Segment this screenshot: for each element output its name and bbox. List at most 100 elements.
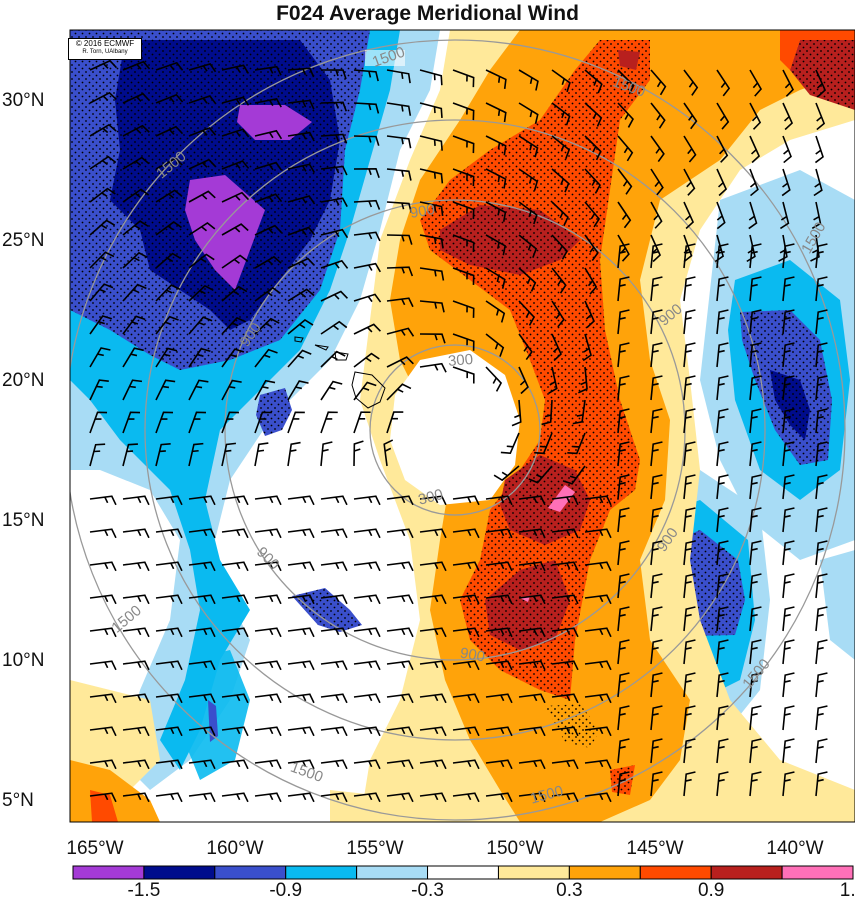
wind-barb (353, 381, 377, 401)
credit-line-2: R. Torn, UAlbany (82, 49, 128, 55)
wind-barb (650, 507, 663, 533)
wind-barb (419, 561, 447, 572)
wind-barb (122, 347, 144, 368)
wind-barb (485, 102, 507, 123)
wind-barb (572, 399, 586, 425)
wind-barb (650, 540, 663, 566)
wind-barb (617, 243, 630, 269)
wind-barb (541, 399, 553, 426)
wind-barb (485, 693, 513, 704)
wind-barb (749, 507, 762, 533)
wind-barb (353, 528, 381, 539)
contour-label-900-top: 900 (409, 201, 437, 222)
wind-barb (749, 135, 761, 164)
wind-barb (617, 276, 630, 302)
wind-barb (584, 726, 612, 737)
wind-barb (353, 231, 381, 242)
wind-barb (419, 201, 444, 217)
wind-barb (188, 411, 206, 434)
wind-barb (749, 639, 762, 665)
wind-barb (254, 348, 278, 368)
wind-barb (89, 693, 117, 704)
wind-barb (716, 276, 729, 302)
wind-barb (353, 102, 380, 114)
wind-barb (650, 573, 663, 599)
wind-barb (155, 726, 183, 737)
wind-barb (749, 573, 762, 599)
wind-barb (782, 639, 795, 665)
wind-barb (221, 726, 249, 737)
wind-barb (650, 375, 663, 401)
wind-barb (518, 561, 546, 572)
wind-barb (452, 333, 475, 351)
wind-barb (683, 738, 696, 764)
wind-barb (716, 639, 729, 665)
wind-barb (89, 792, 117, 803)
wind-barb (452, 561, 480, 572)
wind-barb (749, 309, 762, 335)
lon-label-155w: 155°W (346, 838, 404, 859)
wind-barb (452, 693, 480, 704)
credit-box: © 2016 ECMWF R. Torn, UAlbany (68, 38, 142, 60)
wind-barb (518, 333, 533, 361)
wind-barb (155, 347, 178, 368)
wind-barb (814, 135, 824, 164)
wind-barb (683, 168, 696, 196)
wind-barb (485, 759, 513, 770)
wind-barb (650, 705, 663, 731)
wind-barb (221, 693, 249, 704)
lon-label-165w: 165°W (66, 838, 124, 859)
wind-barb (779, 201, 790, 230)
wind-barb (386, 528, 414, 539)
wind-barb (749, 441, 762, 467)
wind-barb (452, 660, 480, 671)
wind-barb (287, 792, 315, 803)
wind-barb (782, 408, 795, 434)
wind-barb (188, 126, 217, 137)
wind-barb (617, 573, 630, 599)
wind-barb (782, 309, 795, 335)
wind-barb (815, 441, 828, 467)
wind-barb (716, 771, 729, 797)
wind-barb (320, 197, 348, 207)
wind-barb (716, 672, 729, 698)
wind-barb (683, 540, 696, 566)
wind-barb (452, 792, 480, 803)
wind-barb (485, 561, 513, 572)
wind-barb (782, 606, 795, 632)
wind-barb (155, 379, 176, 401)
wind-barb (617, 705, 630, 731)
wind-barb (782, 474, 795, 500)
wind-barb (419, 300, 445, 313)
wind-barb (582, 333, 592, 362)
hawaii-coastlines (294, 336, 386, 409)
wind-barb (716, 606, 729, 632)
wind-barb (122, 561, 150, 572)
wind-barb (518, 102, 539, 124)
wind-barb (89, 59, 118, 71)
wind-barb (749, 243, 762, 269)
wind-barb (782, 771, 795, 797)
wind-barb (221, 528, 249, 539)
wind-barb (287, 627, 315, 638)
wind-barb (188, 95, 217, 105)
wind-barb (518, 135, 539, 158)
wind-barb (716, 705, 729, 731)
wind-barb (815, 276, 828, 302)
wind-barb (716, 573, 729, 599)
wind-barb (716, 243, 729, 269)
oahu-outline (294, 336, 304, 343)
wind-barb (749, 375, 762, 401)
wind-barb (221, 285, 248, 302)
wind-barb (683, 201, 695, 230)
wind-barb (518, 693, 546, 704)
wind-barb (452, 234, 475, 253)
wind-barb (419, 102, 443, 119)
big-island-outline (351, 371, 386, 409)
wind-barb (419, 792, 447, 803)
wind-barb (386, 69, 411, 84)
distance-contours (70, 39, 846, 821)
wind-barb (749, 606, 762, 632)
wind-barb (584, 168, 601, 194)
wind-barb (782, 738, 795, 764)
